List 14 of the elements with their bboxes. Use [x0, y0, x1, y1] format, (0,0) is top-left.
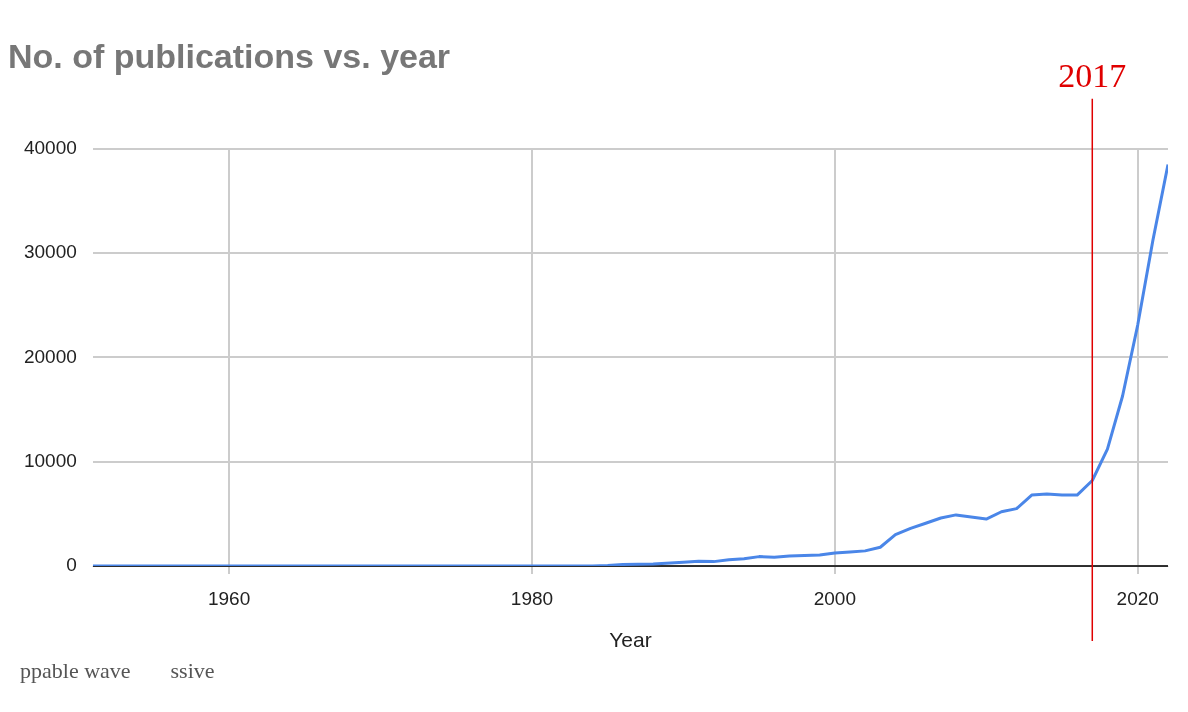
x-tick-label: 1960 — [207, 587, 251, 609]
ref-line-label: 2017 — [1058, 56, 1127, 94]
y-tick-label: 20000 — [23, 345, 77, 367]
text: ssive — [170, 658, 215, 684]
chart-title: No. of publications vs. year — [8, 36, 451, 75]
y-tick-label: 30000 — [23, 241, 77, 263]
x-tick-label: 2020 — [1116, 587, 1159, 609]
y-tick-label: 0 — [66, 554, 77, 576]
text: ppable wave — [20, 658, 131, 684]
x-tick-label: 2000 — [813, 587, 856, 609]
x-axis-title: Year — [609, 628, 652, 652]
y-tick-label: 10000 — [23, 449, 77, 471]
y-tick-label: 40000 — [23, 137, 77, 159]
x-tick-label: 1980 — [510, 587, 554, 609]
